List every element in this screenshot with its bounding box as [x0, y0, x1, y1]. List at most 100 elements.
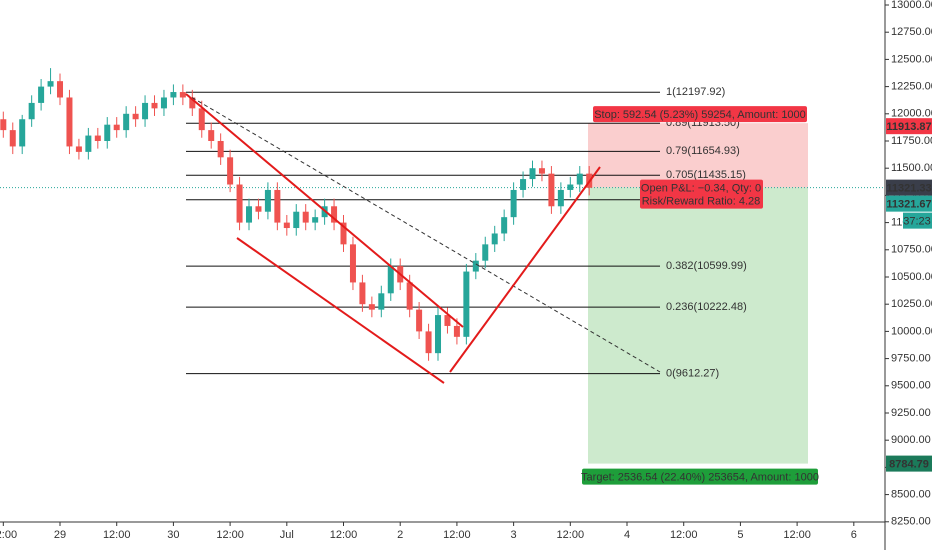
x-tick-label: Jul	[280, 529, 294, 541]
candle-body	[349, 244, 356, 283]
candle-body	[38, 86, 45, 103]
x-tick-label: 12:00	[783, 529, 811, 541]
candle-body	[123, 113, 130, 131]
y-tick-label: 12750.00	[891, 26, 932, 38]
candle-body	[482, 244, 489, 261]
candle-body	[94, 135, 101, 141]
pnl-label: Open P&L: −0.34, Qty: 0	[641, 183, 761, 195]
candle-body	[548, 173, 555, 207]
countdown-bg	[903, 212, 932, 229]
candle-body	[19, 119, 26, 147]
drawings	[185, 93, 661, 384]
candle-body	[246, 206, 253, 223]
trend-line	[185, 93, 661, 373]
candle-body	[463, 271, 470, 337]
candle-body	[538, 168, 545, 174]
candle-body	[283, 222, 290, 229]
x-tick-label: 12:00	[216, 529, 244, 541]
candle-body	[529, 168, 536, 180]
x-tick-label: 12:00	[103, 529, 131, 541]
channel-line	[236, 237, 445, 384]
candle-body	[236, 184, 243, 223]
candle-body	[567, 184, 574, 190]
candle-body	[264, 189, 271, 212]
label-layer: Stop: 592.54 (5.23%) 59254, Amount: 1000…	[581, 106, 819, 485]
candle-body	[104, 124, 111, 141]
candle-body	[142, 102, 149, 120]
candle-body	[331, 206, 338, 223]
x-tick-label: 12:00	[443, 529, 471, 541]
candle-body	[113, 124, 120, 131]
candle-body	[557, 189, 564, 207]
y-tick-label: 9750.00	[891, 352, 931, 364]
y-tick-label: 12250.00	[891, 81, 932, 93]
target-label: Target: 2536.54 (22.40%) 253654, Amount:…	[581, 472, 819, 484]
candle-body	[359, 282, 366, 305]
entry-price: 11321.67	[886, 199, 931, 211]
time-axis-bg	[0, 522, 885, 550]
candle-body	[151, 102, 158, 109]
fib-label: 0.705(11435.15)	[666, 169, 746, 181]
stop-label-bg	[593, 106, 807, 123]
candle-body	[85, 135, 92, 152]
candle-body	[576, 173, 583, 185]
candle-body	[160, 97, 167, 109]
y-tick-label: 8250.00	[891, 516, 931, 528]
candle-body	[170, 92, 177, 98]
y-tick-label: 11500.00	[891, 162, 932, 174]
fib-label: 0.236(10222.48)	[666, 301, 747, 313]
x-tick-label: 5	[737, 529, 743, 541]
target-label-bg	[582, 468, 818, 485]
candle-body	[387, 266, 394, 294]
candle-body	[28, 102, 35, 120]
stop-zone	[588, 123, 808, 188]
candle-body	[378, 293, 385, 310]
x-tick-label: 6	[851, 529, 857, 541]
candle-body	[217, 140, 224, 158]
y-tick-label: 10500.00	[891, 271, 932, 283]
y-tick-label: 8500.00	[891, 488, 931, 500]
x-tick-label: 12:00	[670, 529, 698, 541]
candle-body	[520, 179, 527, 190]
candle-body	[416, 309, 423, 332]
candle-body	[179, 92, 186, 98]
y-tick-label: 12000.00	[891, 108, 932, 120]
entry-price-bg	[886, 195, 932, 212]
candle-body	[9, 130, 16, 147]
candle-body	[501, 217, 508, 234]
candle-body	[227, 157, 234, 185]
stop-label: Stop: 592.54 (5.23%) 59254, Amount: 1000	[594, 109, 806, 121]
candle-body	[198, 108, 205, 131]
candle-body	[491, 233, 498, 245]
stop-price-bg	[886, 118, 932, 135]
countdown: 37:23	[903, 216, 931, 228]
y-tick-label: 11750.00	[891, 135, 932, 147]
candle-body	[340, 222, 347, 245]
last-price-bg	[886, 179, 932, 196]
candle-body	[444, 315, 451, 326]
candle-body	[435, 315, 442, 354]
candle-body	[406, 282, 413, 310]
candle-body	[293, 211, 300, 229]
y-tick-label: 10000.00	[891, 325, 932, 337]
candle-body	[0, 119, 7, 131]
candle-body	[453, 325, 460, 337]
candle-body	[274, 189, 281, 223]
ratio-label: Risk/Reward Ratio: 4.28	[642, 196, 761, 208]
fib-label: 1(12197.92)	[666, 86, 725, 98]
x-tick-label: 29	[54, 529, 66, 541]
y-tick-label: 12500.00	[891, 53, 932, 65]
channel-line	[185, 93, 464, 328]
candle-body	[255, 206, 262, 212]
candle-body	[510, 189, 517, 218]
last-price: 11321.33	[886, 183, 931, 195]
trend-line	[449, 166, 601, 373]
stop-price: 11913.87	[886, 121, 931, 133]
pnl-box	[640, 179, 763, 209]
candle-body	[66, 97, 73, 147]
candle-body	[57, 81, 64, 98]
x-tick-label: 12:00	[0, 529, 17, 541]
candle-body	[312, 217, 319, 223]
